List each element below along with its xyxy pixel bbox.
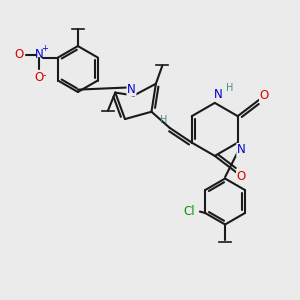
Text: O: O (14, 48, 23, 61)
Text: O: O (34, 71, 44, 84)
Text: -: - (43, 70, 46, 80)
Text: N: N (214, 88, 223, 100)
Text: O: O (237, 170, 246, 183)
Text: H: H (226, 82, 234, 93)
Text: H: H (160, 115, 167, 125)
Text: N: N (127, 82, 136, 95)
Text: +: + (41, 44, 48, 52)
Text: O: O (260, 89, 269, 102)
Text: N: N (34, 47, 43, 61)
Text: Cl: Cl (184, 205, 195, 218)
Text: N: N (237, 143, 246, 157)
